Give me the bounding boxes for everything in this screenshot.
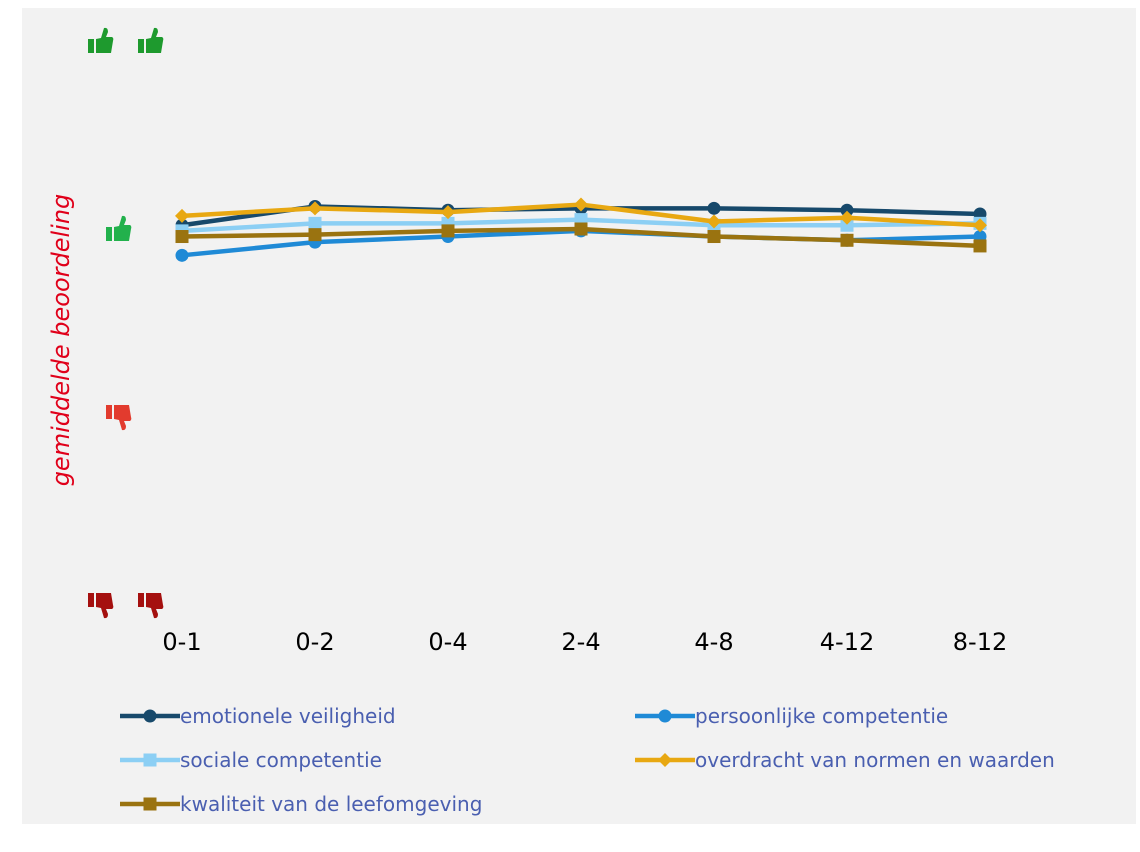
data-point [840, 218, 854, 232]
double-thumbs-down-icon [88, 593, 164, 619]
legend-label: overdracht van normen en waarden [695, 748, 1055, 772]
x-tick-label: 0-2 [295, 628, 334, 656]
line-chart: gemiddelde beoordeling 0-1 0-2 0-4 2-4 4-8 4-… [47, 27, 1055, 816]
series-4 [175, 197, 987, 233]
data-point [175, 248, 189, 262]
legend: emotionele veiligheid persoonlijke compet… [120, 704, 1055, 816]
data-point [574, 222, 588, 236]
legend-marker [143, 797, 157, 811]
data-point [707, 201, 721, 215]
y-axis-label: gemiddelde beoordeling [47, 194, 75, 487]
x-tick-label: 4-8 [694, 628, 733, 656]
data-point [973, 218, 987, 233]
legend-item: emotionele veiligheid [120, 704, 396, 728]
legend-label: persoonlijke competentie [695, 704, 948, 728]
legend-marker [143, 753, 157, 767]
data-point [707, 230, 721, 244]
data-point [308, 228, 322, 242]
data-point [840, 203, 854, 217]
legend-label: sociale competentie [180, 748, 382, 772]
data-point [308, 201, 322, 216]
thumbs-down-icon [106, 405, 132, 431]
data-point [840, 210, 854, 225]
legend-marker [143, 709, 157, 723]
legend-marker [658, 709, 672, 723]
data-point [308, 216, 322, 230]
data-point [175, 230, 189, 244]
legend-label: kwaliteit van de leefomgeving [180, 792, 482, 816]
thumbs-up-icon [106, 215, 132, 241]
chart-panel: gemiddelde beoordeling 0-1 0-2 0-4 2-4 4-8 4-… [22, 8, 1136, 824]
legend-item: overdracht van normen en waarden [635, 748, 1055, 772]
legend-item: kwaliteit van de leefomgeving [120, 792, 482, 816]
data-point [441, 205, 455, 220]
data-point [175, 208, 189, 223]
series-lines [175, 197, 987, 262]
data-point [707, 214, 721, 229]
x-axis-tick-labels: 0-1 0-2 0-4 2-4 4-8 4-12 8-12 [162, 628, 1007, 656]
data-point [973, 239, 987, 253]
data-point [574, 197, 588, 212]
data-point [441, 224, 455, 238]
x-tick-label: 2-4 [561, 628, 600, 656]
x-tick-label: 0-4 [428, 628, 467, 656]
legend-item: persoonlijke competentie [635, 704, 948, 728]
legend-marker [658, 753, 672, 767]
legend-item: sociale competentie [120, 748, 382, 772]
x-tick-label: 8-12 [953, 628, 1007, 656]
rating-icons [88, 27, 164, 619]
double-thumbs-up-icon [88, 27, 164, 54]
data-point [840, 233, 854, 247]
series-5 [175, 222, 987, 253]
legend-label: emotionele veiligheid [180, 704, 396, 728]
x-tick-label: 0-1 [162, 628, 201, 656]
x-tick-label: 4-12 [820, 628, 874, 656]
